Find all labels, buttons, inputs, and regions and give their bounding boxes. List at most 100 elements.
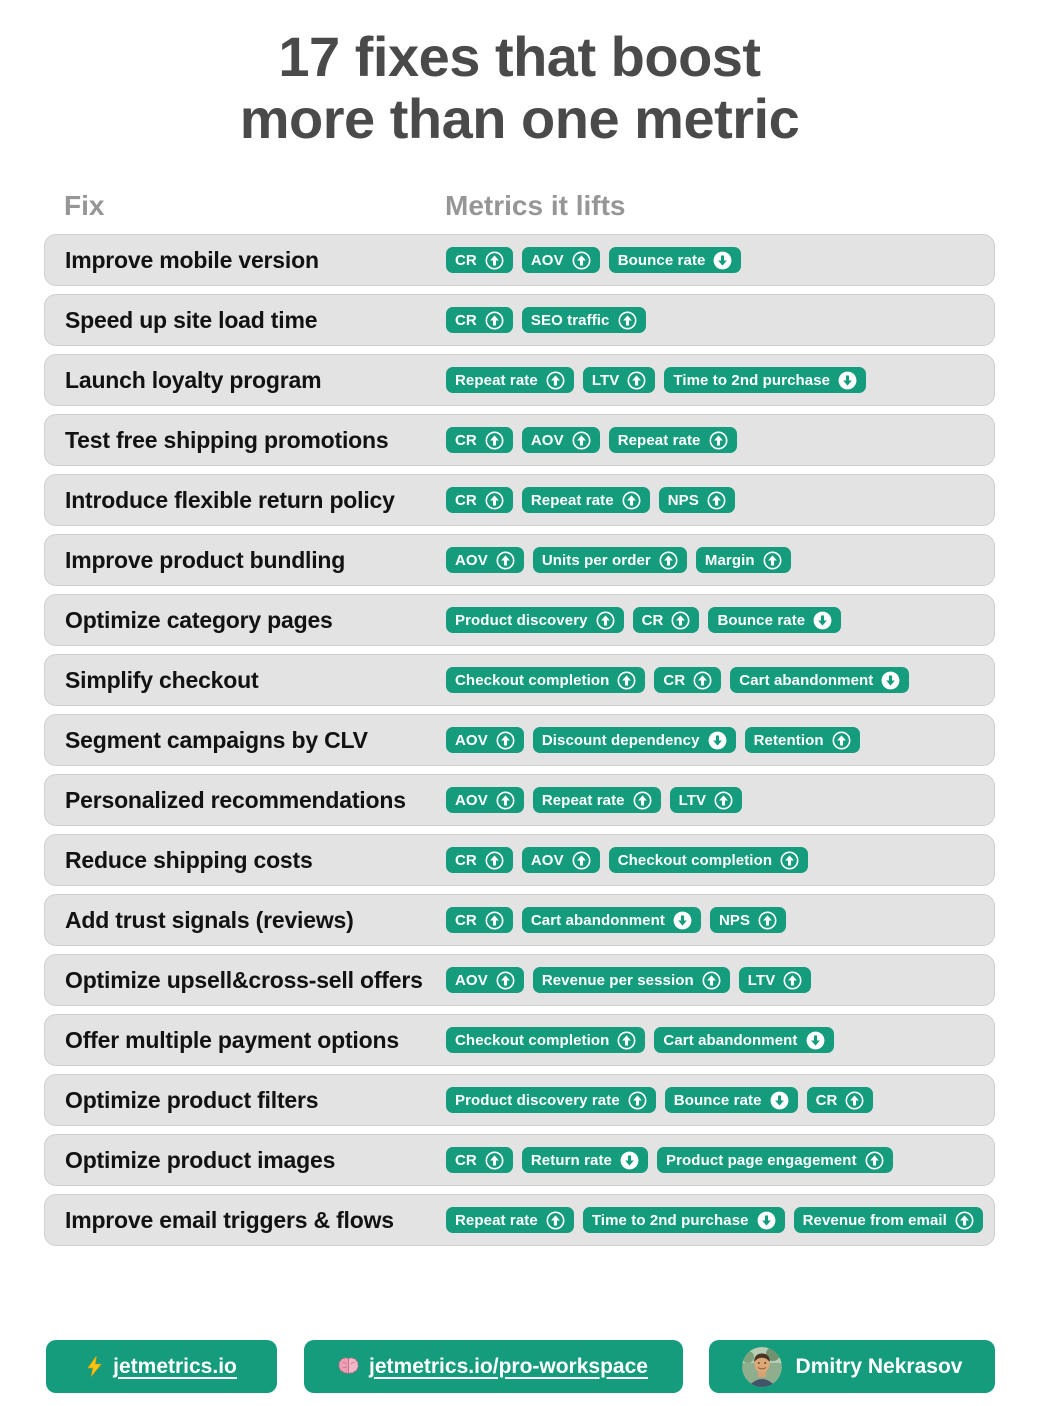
arrow-up-circle-icon <box>485 431 504 450</box>
metric-badge: Discount dependency <box>532 727 736 754</box>
metric-badge-label: Time to 2nd purchase <box>591 1211 749 1229</box>
metric-badge: Return rate <box>521 1147 648 1174</box>
arrow-up-circle-icon <box>714 791 733 810</box>
table-row: Personalized recommendations AOV Repeat … <box>44 774 995 827</box>
lightning-icon <box>87 1356 102 1377</box>
metric-badge-label: Checkout completion <box>455 671 610 689</box>
metric-badge-label: CR <box>455 251 477 269</box>
table-row: Optimize product filters Product discove… <box>44 1074 995 1127</box>
arrow-up-circle-icon <box>617 1031 636 1050</box>
arrow-up-circle-icon <box>627 371 646 390</box>
metric-badge: SEO traffic <box>521 307 646 334</box>
arrow-up-circle-icon <box>572 851 591 870</box>
arrow-up-circle-icon <box>845 1091 864 1110</box>
metric-badge-label: AOV <box>530 251 564 269</box>
fix-label: Reduce shipping costs <box>65 846 313 873</box>
metric-badge: Margin <box>695 547 791 574</box>
metric-badge-label: Checkout completion <box>455 1031 610 1049</box>
metric-badge: CR <box>446 847 513 874</box>
metric-badge-label: Cart abandonment <box>530 911 665 929</box>
fix-label: Optimize category pages <box>65 606 333 633</box>
arrow-down-circle-icon <box>757 1211 776 1230</box>
arrow-down-circle-icon <box>881 671 900 690</box>
table-row: Offer multiple payment options Checkout … <box>44 1014 995 1067</box>
metric-badge-label: SEO traffic <box>530 311 610 329</box>
metric-badge-label: AOV <box>530 431 564 449</box>
table-row: Simplify checkout Checkout completion CR… <box>44 654 995 707</box>
metric-badge-label: AOV <box>455 731 488 749</box>
metric-badge-label: Checkout completion <box>617 851 773 869</box>
fix-label: Improve email triggers & flows <box>65 1206 394 1233</box>
metric-badge: Product page engagement <box>657 1147 893 1174</box>
metric-badge: CR <box>806 1087 874 1114</box>
author-button[interactable]: Dmitry Nekrasov <box>709 1340 995 1393</box>
arrow-up-circle-icon <box>496 971 515 990</box>
arrow-up-circle-icon <box>496 791 515 810</box>
arrow-down-circle-icon <box>813 611 832 630</box>
arrow-up-circle-icon <box>485 911 504 930</box>
arrow-up-circle-icon <box>955 1211 974 1230</box>
table-row: Improve mobile version CR AOV Bounce rat… <box>44 234 995 287</box>
arrow-up-circle-icon <box>617 671 636 690</box>
metric-badge: Bounce rate <box>608 247 742 274</box>
author-label: Dmitry Nekrasov <box>795 1354 963 1378</box>
fix-label: Improve product bundling <box>65 546 346 573</box>
metric-badge: Repeat rate <box>608 427 737 454</box>
badges: Repeat rate LTV Time to 2nd purchase <box>446 367 867 394</box>
badges: AOV Discount dependency Retention <box>446 727 860 754</box>
metric-badge-label: AOV <box>530 851 564 869</box>
column-header-fix: Fix <box>64 190 105 222</box>
arrow-down-circle-icon <box>714 251 732 270</box>
metric-badge: CR <box>446 427 513 454</box>
metric-badge: Checkout completion <box>446 1027 646 1054</box>
arrow-up-circle-icon <box>628 1091 647 1110</box>
metric-badge-label: LTV <box>591 371 620 389</box>
table-row: Speed up site load time CR SEO traffic <box>44 294 995 347</box>
metric-badge-label: Bounce rate <box>673 1091 762 1109</box>
page-title-line1: 17 fixes that boost <box>278 25 761 88</box>
site-link-label: jetmetrics.io <box>113 1354 237 1378</box>
metric-badge-label: LTV <box>747 971 776 989</box>
metric-badge-label: CR <box>663 671 686 689</box>
workspace-link-button[interactable]: jetmetrics.io/pro-workspace <box>303 1340 683 1393</box>
site-link-button[interactable]: jetmetrics.io <box>46 1340 277 1393</box>
metric-badge-label: Product page engagement <box>666 1151 857 1169</box>
arrow-up-circle-icon <box>496 551 515 570</box>
metric-badge-label: Product discovery rate <box>455 1091 620 1109</box>
arrow-up-circle-icon <box>758 911 777 930</box>
metric-badge-label: Discount dependency <box>541 731 700 749</box>
metric-badge-label: CR <box>455 911 477 929</box>
metric-badge-label: NPS <box>719 911 751 929</box>
metric-badge-label: CR <box>455 431 477 449</box>
metric-badge: AOV <box>446 547 524 574</box>
metric-badge: Bounce rate <box>664 1087 798 1114</box>
arrow-up-circle-icon <box>702 971 721 990</box>
metric-badge-label: Repeat rate <box>541 791 625 809</box>
metric-badge: NPS <box>710 907 787 934</box>
page-title-line2: more than one metric <box>239 87 800 151</box>
arrow-up-circle-icon <box>865 1151 884 1170</box>
arrow-up-circle-icon <box>780 851 799 870</box>
fix-label: Segment campaigns by CLV <box>65 726 368 753</box>
metric-badge: AOV <box>521 427 600 454</box>
fix-label: Personalized recommendations <box>65 786 406 813</box>
metric-badge-label: Repeat rate <box>530 491 614 509</box>
fix-label: Add trust signals (reviews) <box>65 906 354 933</box>
arrow-up-circle-icon <box>783 971 802 990</box>
workspace-link-label: jetmetrics.io/pro-workspace <box>369 1354 648 1378</box>
fix-label: Offer multiple payment options <box>65 1026 399 1053</box>
badges: Checkout completion Cart abandonment <box>446 1027 834 1054</box>
arrow-up-circle-icon <box>572 431 591 450</box>
fix-label: Optimize product filters <box>65 1086 319 1113</box>
table-row: Launch loyalty program Repeat rate LTV T… <box>44 354 995 407</box>
metric-badge: LTV <box>738 967 812 994</box>
badges: CR AOV Checkout completion <box>446 847 809 874</box>
metric-badge: Checkout completion <box>446 667 646 694</box>
metric-badge-label: Return rate <box>530 1151 612 1169</box>
metric-badge: Repeat rate <box>521 487 650 514</box>
table-row: Add trust signals (reviews) CR Cart aban… <box>44 894 995 947</box>
metric-badge-label: LTV <box>678 791 707 809</box>
arrow-up-circle-icon <box>693 671 712 690</box>
fix-label: Optimize product images <box>65 1146 336 1173</box>
metric-badge: Revenue per session <box>532 967 730 994</box>
